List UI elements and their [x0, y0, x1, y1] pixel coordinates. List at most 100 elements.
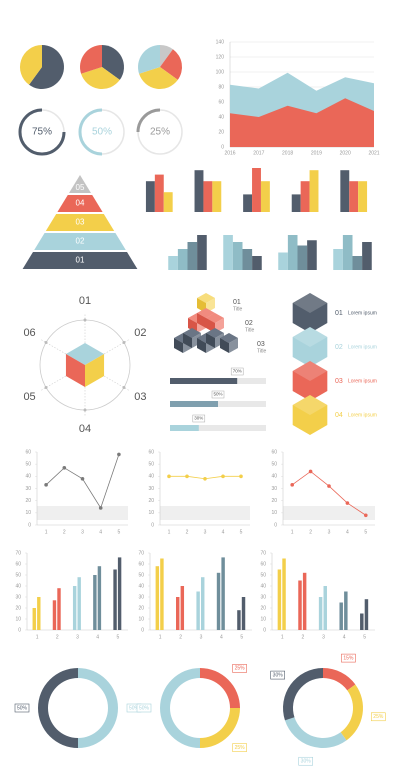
pyramid-label: 01 — [76, 256, 85, 265]
bar — [242, 249, 253, 270]
x-tick-label: 1 — [281, 634, 284, 640]
x-tick-label: 1 — [168, 529, 171, 535]
progress-bar — [170, 401, 218, 407]
bar — [180, 586, 185, 630]
hex-number: 04 — [335, 412, 343, 419]
y-tick-label: 0 — [141, 627, 144, 633]
gauge-label: 25% — [150, 127, 170, 138]
bar — [216, 572, 221, 630]
x-tick-label: 2017 — [253, 150, 264, 156]
line — [45, 454, 120, 509]
bar — [97, 566, 102, 630]
area — [230, 98, 374, 147]
y-tick-label: 10 — [148, 510, 154, 516]
label-box — [14, 703, 30, 713]
bar — [232, 242, 243, 270]
y-tick-label: 60 — [148, 449, 154, 455]
y-tick-label: 0 — [151, 522, 154, 528]
y-tick-label: 10 — [25, 510, 31, 516]
shaded-band — [37, 506, 128, 520]
bar — [57, 588, 61, 630]
value-label: 70% — [233, 369, 242, 374]
bar — [352, 256, 363, 270]
y-tick-label: 0 — [274, 522, 277, 528]
hex-text: Lorem ipsum — [348, 344, 377, 350]
y-tick-label: 0 — [18, 627, 21, 633]
bar — [117, 557, 122, 630]
block-front — [206, 333, 215, 348]
dot — [122, 386, 126, 389]
pyramid-layer — [22, 252, 138, 269]
block-front — [197, 313, 206, 328]
bar — [203, 181, 213, 212]
y-tick-label: 0 — [28, 522, 31, 528]
y-tick-label: 10 — [271, 510, 277, 516]
bar — [323, 586, 327, 630]
hex-text: Lorem ipsum — [348, 310, 377, 316]
block-number: 02 — [245, 320, 253, 327]
y-tick-label: 60 — [271, 449, 277, 455]
x-tick-label: 2 — [56, 634, 59, 640]
y-tick-label: 30 — [148, 486, 154, 492]
bar — [349, 181, 359, 212]
bar — [282, 558, 286, 630]
block-front — [183, 333, 192, 348]
bar — [197, 235, 207, 270]
connector — [40, 339, 67, 355]
gauge-arc — [78, 108, 103, 156]
bar — [298, 580, 302, 630]
label-box — [270, 670, 285, 680]
x-tick-label: 2016 — [224, 150, 235, 156]
pie-slice — [80, 45, 102, 74]
hex-top — [292, 395, 328, 415]
y-tick-label: 70 — [15, 550, 21, 556]
hex-text: Lorem ipsum — [348, 378, 377, 384]
pie-slice — [20, 45, 42, 85]
cube-label: 02 — [134, 327, 146, 339]
hex-number: 01 — [335, 310, 343, 317]
y-tick-label: 100 — [216, 69, 225, 75]
x-tick-label: 5 — [364, 529, 367, 535]
hex-body — [292, 361, 328, 401]
label-box — [192, 414, 206, 423]
value-label: 50% — [213, 392, 222, 397]
block-title: Title — [233, 306, 242, 312]
x-tick-label: 4 — [346, 529, 349, 535]
point — [345, 501, 350, 505]
bar — [37, 597, 41, 630]
donut-slice — [284, 717, 347, 748]
x-tick-label: 4 — [99, 529, 102, 535]
cube-label: 01 — [79, 295, 91, 307]
pie-slice — [29, 45, 65, 89]
y-tick-label: 30 — [138, 594, 144, 600]
bar — [113, 569, 117, 630]
block-number: 03 — [257, 341, 265, 348]
progress-bar — [170, 378, 238, 384]
value-label: 50% — [139, 705, 150, 711]
y-tick-label: 40 — [25, 474, 31, 480]
pie-slice — [81, 67, 120, 89]
y-tick-label: 60 — [25, 449, 31, 455]
bar — [260, 181, 270, 212]
y-tick-label: 40 — [148, 474, 154, 480]
bar — [307, 240, 317, 270]
block-front — [220, 338, 229, 353]
donut-slice — [200, 708, 240, 748]
bar — [160, 558, 164, 630]
y-tick-label: 20 — [25, 498, 31, 504]
y-tick-label: 30 — [271, 486, 277, 492]
bar — [52, 600, 57, 630]
donut-slice — [160, 668, 200, 748]
point — [98, 506, 103, 510]
point — [185, 474, 189, 479]
x-tick-label: 4 — [343, 634, 346, 640]
bar — [278, 252, 288, 270]
bar — [302, 572, 307, 630]
y-tick-label: 70 — [138, 550, 144, 556]
bar — [196, 591, 200, 630]
hex-body — [292, 395, 328, 435]
x-tick-label: 4 — [96, 634, 99, 640]
gauge-label: 50% — [92, 127, 112, 138]
